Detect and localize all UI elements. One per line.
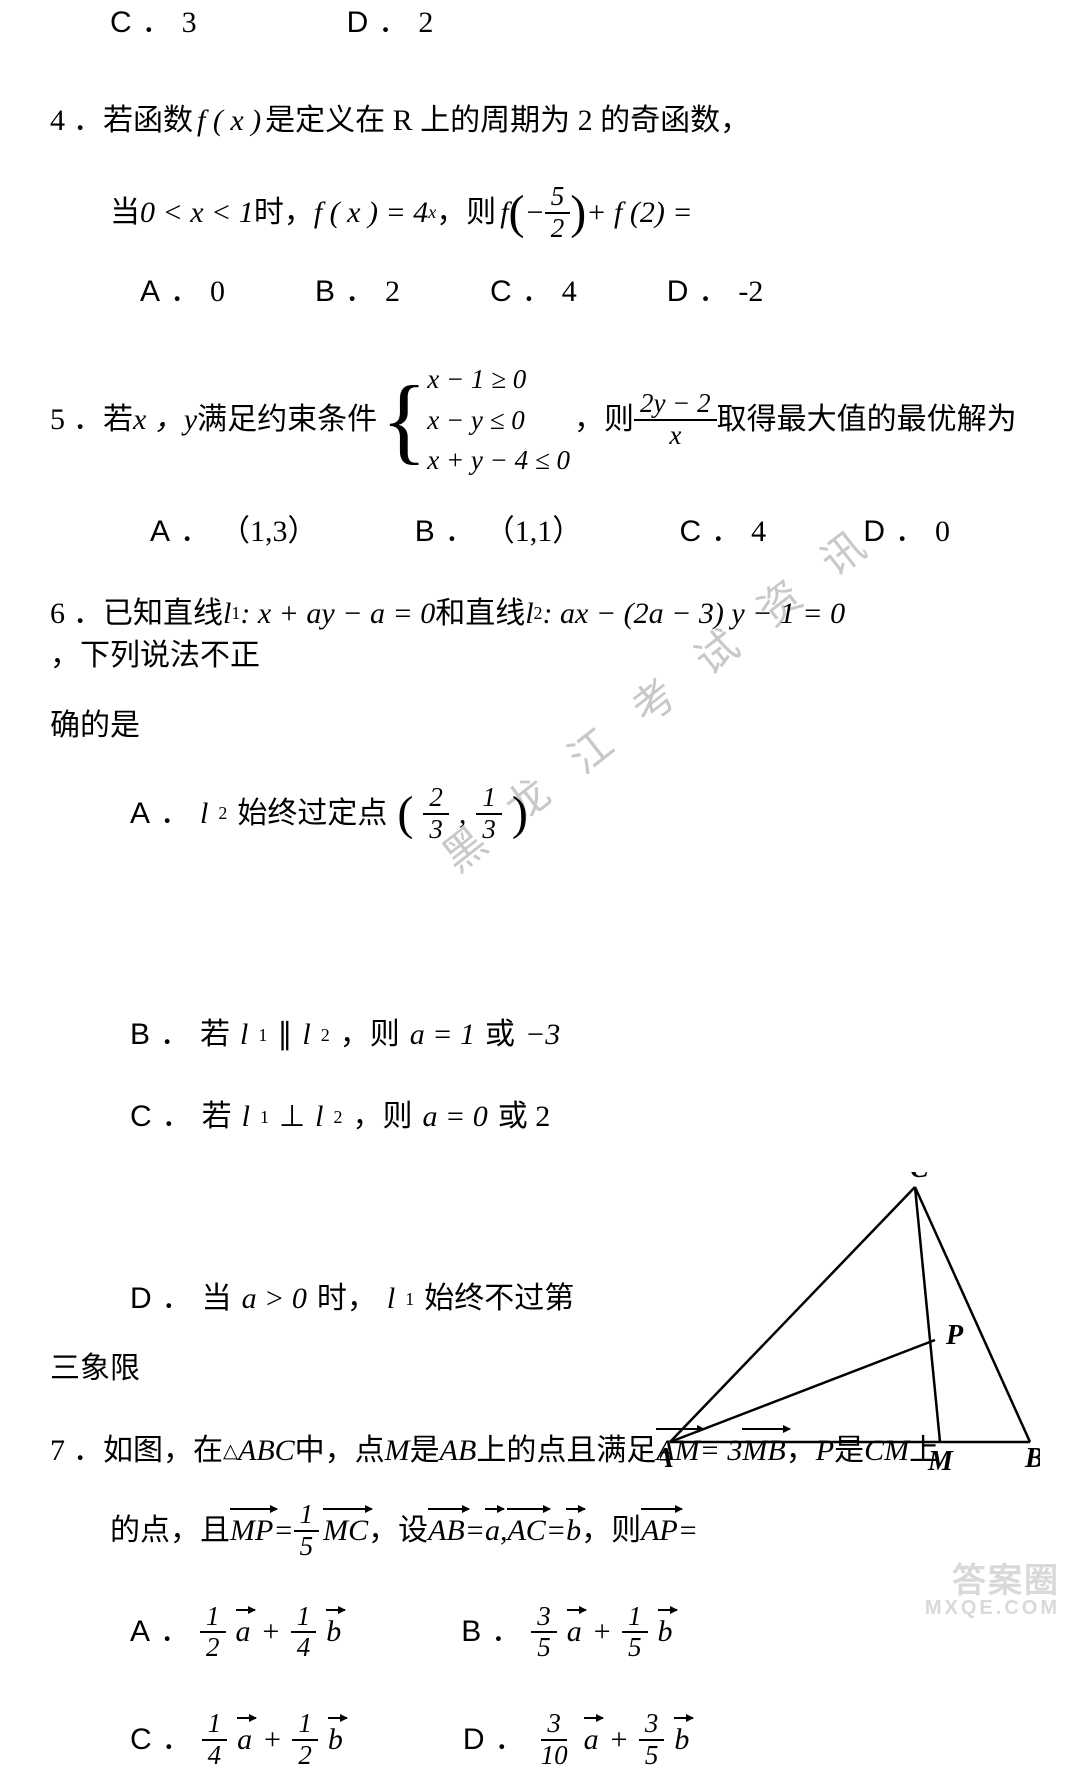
q5-fraction: 2y − 2 x: [634, 389, 717, 450]
q6-stem-1: 6． 已知直线 l1 : x + ay − a = 0 和直线 l2 : ax …: [50, 593, 1030, 677]
q7-choice-d: D． 310 a + 35 b: [463, 1709, 689, 1770]
q3-choice-d: D．2: [347, 2, 434, 44]
q7-stem-2: 的点，且 MP = 15 MC ，设 AB = a , AC = b ，则 AP…: [50, 1500, 1030, 1561]
q6-stem-2: 确的是: [50, 705, 1030, 747]
q4-stem-1: 4． 若函数 f ( x ) 是定义在 R 上的周期为 2 的奇函数，: [50, 100, 1030, 142]
q4-number: 4: [50, 100, 65, 142]
q4-stem-2: 当 0 < x < 1 时， f ( x ) = 4x ，则 f ( − 5 2…: [50, 182, 1030, 243]
q4-choice-b: B．2: [315, 271, 400, 313]
q5-choice-a: A．（1,3）: [150, 511, 318, 553]
q5-stem: 5． 若 x ，y 满足约束条件 { x − 1 ≥ 0 x − y ≤ 0 x…: [50, 359, 1030, 481]
q6-row-ab: A． l2 始终过定点 ( 23 , 13 ) B． 若 l1 ∥ l2 ，则 …: [50, 783, 1030, 1056]
q7-choice-a: A． 12 a + 14 b: [130, 1602, 341, 1663]
q5-choice-c: C．4: [679, 511, 766, 553]
q7-choice-c: C． 14 a + 12 b: [130, 1709, 343, 1770]
q4-fraction: 5 2: [545, 182, 571, 243]
q7-row-ab: A． 12 a + 14 b B． 35 a + 15 b: [50, 1602, 1030, 1663]
q3-choice-c: C．3: [110, 2, 197, 44]
q7-choice-b: B． 35 a + 15 b: [461, 1602, 672, 1663]
q5-choices: A．（1,3） B．（1,1） C．4 D．0: [50, 511, 1030, 553]
q6-row-cd: C． 若 l1 ⊥ l2 ，则 a = 0 或 2 D． 当 a > 0 时， …: [50, 1096, 1030, 1320]
q4-choice-a: A．0: [140, 271, 225, 313]
q5-system: { x − 1 ≥ 0 x − y ≤ 0 x + y − 4 ≤ 0: [381, 359, 570, 481]
q6-choice-b: B． 若 l1 ∥ l2 ，则 a = 1 或 −3: [130, 1014, 560, 1056]
q5-choice-d: D．0: [863, 511, 950, 553]
q6-choice-a: A． l2 始终过定点 ( 23 , 13 ): [130, 783, 528, 844]
q5-choice-b: B．（1,1）: [415, 511, 583, 553]
q4-choice-c: C．4: [490, 271, 577, 313]
q3-choices-tail: C．3 D．2: [50, 2, 1030, 44]
q7-stem-1: 7． 如图，在 △ ABC 中，点 M 是 AB 上的点且满足 AM = 3 M…: [50, 1430, 1030, 1472]
q6-choice-d: D． 当 a > 0 时， l1 始终不过第: [130, 1278, 574, 1320]
q6-choice-c: C． 若 l1 ⊥ l2 ，则 a = 0 或 2: [130, 1096, 550, 1138]
q6-choice-d-tail: 三象限: [50, 1348, 1030, 1390]
q4-choices: A．0 B．2 C．4 D．-2: [50, 271, 1030, 313]
q7-row-cd: C． 14 a + 12 b D． 310 a + 35 b: [50, 1709, 1030, 1770]
q4-choice-d: D．-2: [667, 271, 764, 313]
